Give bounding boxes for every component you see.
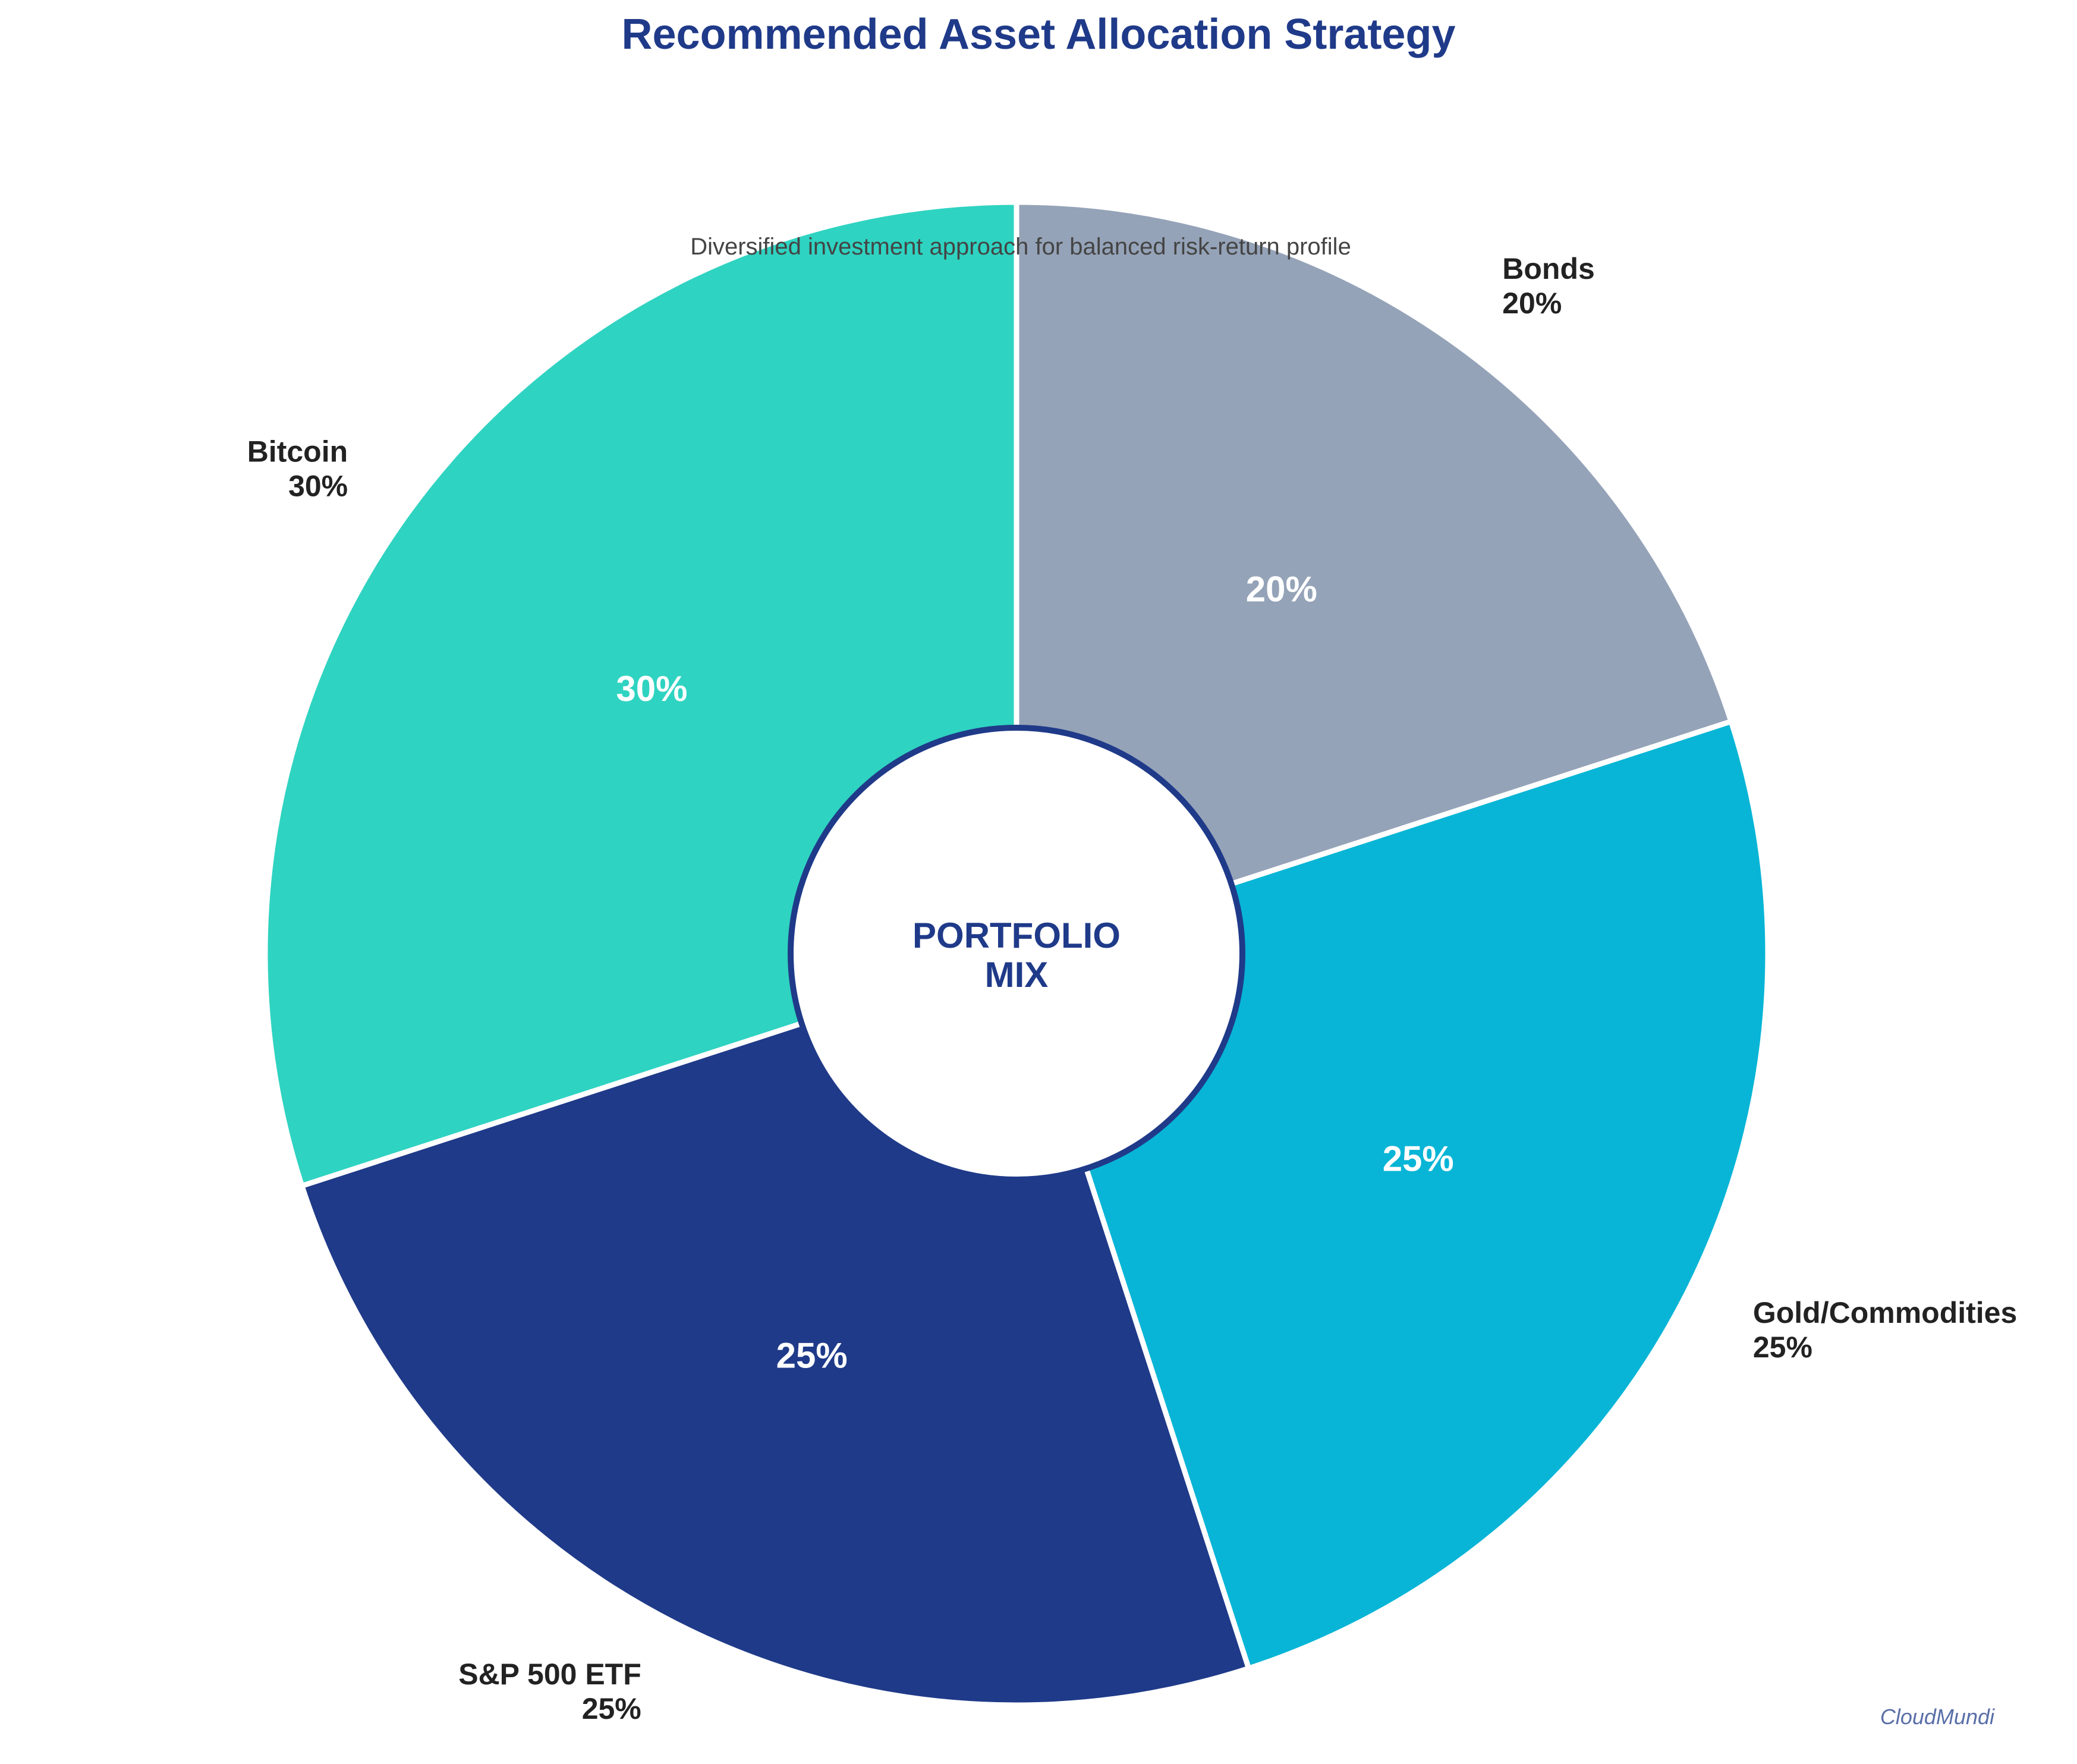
- center-label-line: PORTFOLIO: [912, 916, 1121, 955]
- watermark-text: CloudMundi: [1880, 1705, 1995, 1729]
- category-label-s-p-500-etf: S&P 500 ETF 25%: [458, 1658, 641, 1725]
- chart-title: Recommended Asset Allocation Strategy: [621, 11, 1455, 58]
- category-label-gold-commodities: Gold/Commodities 25%: [1753, 1296, 2017, 1364]
- category-labels: Bitcoin 30% S&P 500 ETF 25% Gold/Commodities…: [247, 252, 2018, 1725]
- center-hole: [788, 725, 1245, 1183]
- slice-bonds: [1014, 199, 1734, 957]
- percent-label-s-p-500-etf: 25%: [776, 1336, 848, 1376]
- category-label-bonds: Bonds 20%: [1502, 252, 1595, 320]
- percent-labels: 30% 25% 25% 20%: [616, 569, 1453, 1375]
- category-label-bitcoin: Bitcoin 30%: [247, 435, 348, 503]
- center-label-line: MIX: [985, 955, 1049, 995]
- percent-label-bitcoin: 30%: [616, 669, 687, 709]
- chart-subtitle: Diversified investment approach for bala…: [690, 234, 1351, 260]
- percent-label-bonds: 20%: [1246, 569, 1317, 609]
- percent-label-gold-commodities: 25%: [1383, 1139, 1454, 1178]
- center-label: PORTFOLIO MIX: [912, 916, 1121, 995]
